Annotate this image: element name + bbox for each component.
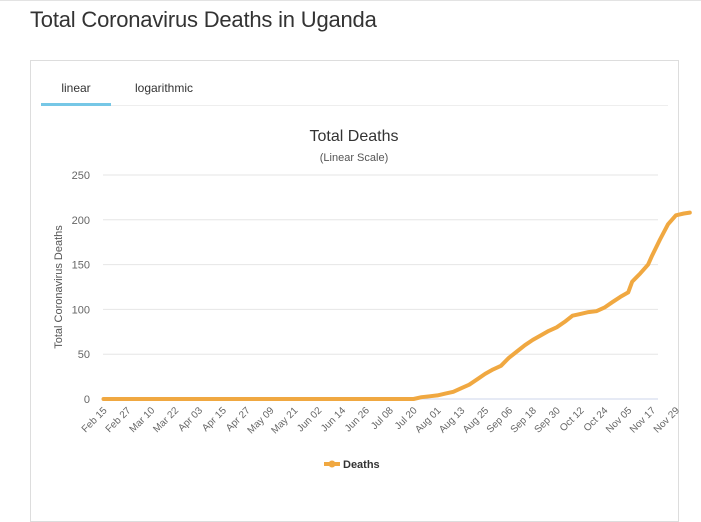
data-point[interactable] xyxy=(460,387,463,390)
top-divider xyxy=(0,0,701,1)
tab-logarithmic[interactable]: logarithmic xyxy=(134,81,194,95)
y-tick-label: 250 xyxy=(72,170,90,182)
y-tick-label: 200 xyxy=(72,215,90,227)
data-point[interactable] xyxy=(523,344,526,347)
data-point[interactable] xyxy=(611,301,614,304)
legend[interactable]: Deaths xyxy=(324,459,380,471)
data-point[interactable] xyxy=(547,329,550,332)
x-tick-label: Mar 22 xyxy=(151,405,181,435)
data-point[interactable] xyxy=(603,306,606,309)
x-tick-label: May 21 xyxy=(269,405,300,436)
data-point[interactable] xyxy=(420,396,423,399)
data-point[interactable] xyxy=(507,356,510,359)
data-point[interactable] xyxy=(674,214,677,217)
series-line-deaths[interactable] xyxy=(101,210,692,401)
x-tick-label: Apr 15 xyxy=(200,405,229,434)
chart-subtitle: (Linear Scale) xyxy=(320,152,388,164)
data-point[interactable] xyxy=(452,390,455,393)
legend-deaths-marker xyxy=(328,460,336,468)
data-point[interactable] xyxy=(412,398,415,400)
y-tick-label: 50 xyxy=(78,349,90,361)
data-point[interactable] xyxy=(492,368,495,371)
data-point[interactable] xyxy=(444,392,447,395)
page-title: Total Coronavirus Deaths in Uganda xyxy=(30,7,377,32)
data-point[interactable] xyxy=(563,320,566,323)
y-axis-label: Total Coronavirus Deaths xyxy=(53,225,65,349)
y-tick-label: 150 xyxy=(72,260,90,272)
data-point[interactable] xyxy=(631,280,634,283)
x-tick-label: Oct 12 xyxy=(558,405,587,434)
data-point[interactable] xyxy=(647,263,650,266)
data-point[interactable] xyxy=(667,223,669,226)
y-tick-label: 100 xyxy=(72,304,90,316)
x-tick-label: Jun 26 xyxy=(343,405,372,434)
tab-linear[interactable]: linear xyxy=(41,61,111,106)
data-point[interactable] xyxy=(428,395,431,398)
data-point[interactable] xyxy=(468,383,471,386)
data-point[interactable] xyxy=(500,364,502,367)
x-tick-label: Feb 15 xyxy=(80,405,110,435)
data-point[interactable] xyxy=(639,272,642,275)
chart-title: Total Deaths xyxy=(310,128,399,145)
data-point[interactable] xyxy=(659,238,661,241)
data-point[interactable] xyxy=(651,254,654,257)
data-point[interactable] xyxy=(539,334,542,337)
x-tick-label: Jun 14 xyxy=(319,405,348,434)
chart-panel: linear logarithmic xyxy=(30,60,679,522)
data-point[interactable] xyxy=(579,312,582,315)
data-point[interactable] xyxy=(436,394,439,397)
data-point[interactable] xyxy=(484,372,487,375)
x-tick-label: Nov 29 xyxy=(652,405,682,435)
y-tick-label: 0 xyxy=(84,394,90,406)
data-point[interactable] xyxy=(595,310,598,313)
data-point[interactable] xyxy=(571,314,574,317)
data-point[interactable] xyxy=(555,326,558,329)
x-tick-label: Mar 10 xyxy=(128,405,158,435)
data-point[interactable] xyxy=(619,295,622,298)
data-point[interactable] xyxy=(531,338,534,341)
x-tick-label: Feb 27 xyxy=(104,405,134,435)
data-point[interactable] xyxy=(102,398,105,400)
data-point[interactable] xyxy=(587,311,590,314)
x-tick-label: Jul 08 xyxy=(369,405,396,432)
x-tick-label: Sep 30 xyxy=(533,405,563,435)
data-point[interactable] xyxy=(515,350,518,353)
data-point[interactable] xyxy=(682,212,685,215)
data-point[interactable] xyxy=(627,291,630,294)
x-tick-label: Apr 03 xyxy=(176,405,205,434)
data-point[interactable] xyxy=(688,211,691,214)
legend-deaths-label: Deaths xyxy=(343,459,380,471)
scale-tabs: linear logarithmic xyxy=(41,61,668,106)
data-point[interactable] xyxy=(476,378,479,381)
chart-svg: Total Deaths (Linear Scale) Total Corona… xyxy=(53,128,692,471)
x-tick-label: Jun 02 xyxy=(295,405,324,434)
